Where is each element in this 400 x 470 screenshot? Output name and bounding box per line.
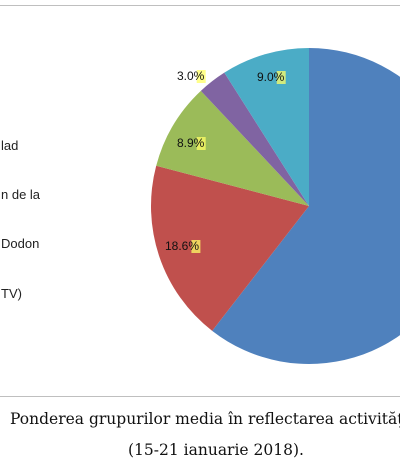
data-label-highlight-2: [191, 240, 201, 253]
data-label-3: 8.9%: [177, 136, 205, 150]
pie-slice-5: [224, 48, 309, 206]
figure-caption-title: Ponderea grupurilor media în reflectarea…: [10, 410, 400, 428]
legend-entry-1: lad: [1, 138, 18, 153]
data-label-highlight-5: [276, 71, 286, 84]
pie-slice-3: [156, 90, 309, 206]
data-labels: 18.6% 8.9% 3.0% 9.0%: [165, 69, 286, 253]
data-label-5: 9.0%: [257, 70, 285, 84]
pie-slices: [150, 48, 400, 364]
data-label-highlight-3: [196, 137, 206, 150]
legend-entry-3: Dodon: [1, 236, 39, 251]
pie-slice-1: [212, 48, 400, 364]
data-label-2: 18.6%: [165, 239, 199, 253]
legend: lad n de la Dodon TV): [1, 138, 41, 301]
data-label-highlight-4: [196, 70, 206, 83]
chart-frame: lad n de la Dodon TV) 18.6% 8.9% 3.0% 9.0%: [0, 5, 400, 397]
legend-entry-2: n de la: [1, 187, 41, 202]
pie-slice-4: [200, 72, 309, 206]
legend-entry-4: TV): [1, 286, 22, 301]
figure-caption-date: (15-21 ianuarie 2018).: [128, 441, 304, 459]
pie-chart: lad n de la Dodon TV) 18.6% 8.9% 3.0% 9.0%: [1, 48, 400, 364]
data-label-4: 3.0%: [177, 69, 205, 83]
pie-slice-2: [150, 165, 309, 331]
